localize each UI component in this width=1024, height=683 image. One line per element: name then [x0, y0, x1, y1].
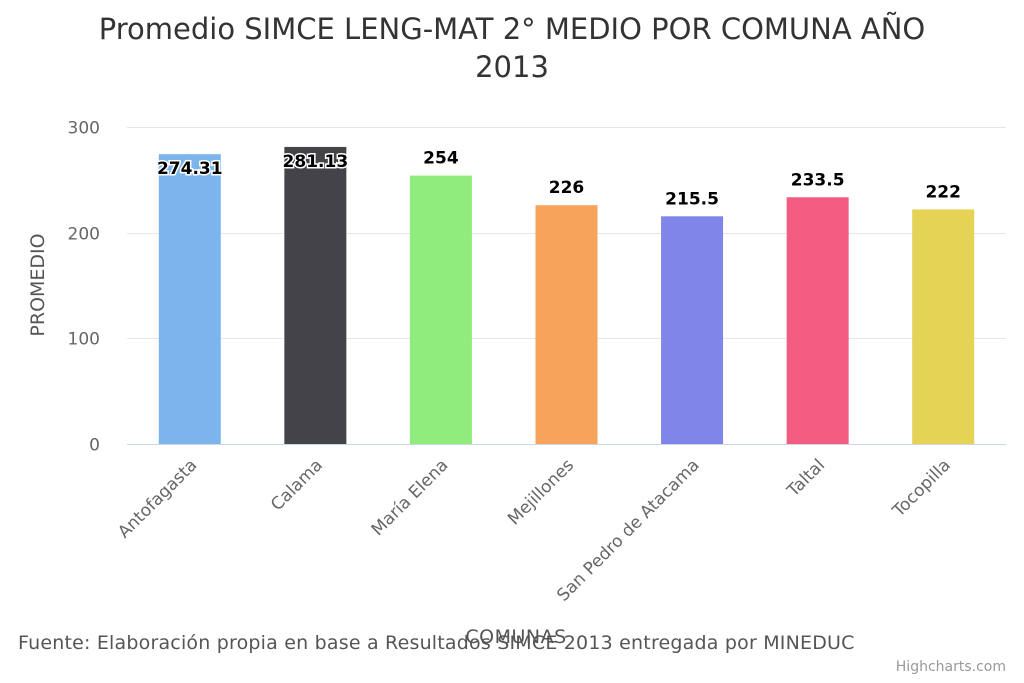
- x-tick-label: Calama: [267, 455, 327, 515]
- x-axis-title: COMUNAS: [465, 626, 567, 648]
- bar[interactable]: [284, 146, 347, 444]
- data-label: 215.5: [665, 189, 719, 209]
- bar[interactable]: [661, 216, 724, 444]
- x-tick-label: Antofagasta: [114, 455, 201, 542]
- data-label: 226: [549, 178, 585, 198]
- bars: [158, 146, 975, 445]
- source-note: Fuente: Elaboración propia en base a Res…: [18, 632, 855, 654]
- data-label: 274.31: [157, 159, 223, 179]
- y-tick-label: 200: [68, 225, 100, 245]
- bar[interactable]: [786, 197, 849, 444]
- y-tick-label: 100: [68, 330, 100, 350]
- data-labels: 274.31 281.13 254 226 215.5 233.5 222: [155, 147, 962, 211]
- data-label: 233.5: [791, 170, 845, 190]
- bar[interactable]: [912, 209, 975, 444]
- x-axis-ticks: Antofagasta Calama María Elena MejillonesSa…: [114, 455, 954, 605]
- data-label: 281.13: [283, 152, 349, 172]
- data-label: 254: [423, 149, 459, 169]
- y-tick-label: 0: [89, 436, 100, 456]
- y-axis-title: PROMEDIO: [27, 233, 49, 336]
- x-tick-label: San Pedro de Atacama: [553, 455, 703, 605]
- credits-link[interactable]: Highcharts.com: [895, 659, 1006, 675]
- y-tick-label: 300: [68, 119, 100, 139]
- bar[interactable]: [535, 205, 598, 444]
- bar[interactable]: [409, 175, 472, 444]
- x-tick-label: María Elena: [368, 455, 453, 540]
- data-label: 222: [925, 182, 961, 202]
- bar[interactable]: [158, 154, 221, 445]
- x-tick-label: Taltal: [783, 455, 829, 501]
- y-axis-ticks: 0 100 200 300: [68, 119, 100, 456]
- x-tick-label: Mejillones: [504, 455, 578, 529]
- chart-title: Promedio SIMCE LENG-MAT 2° MEDIO POR COM…: [98, 12, 926, 84]
- x-tick-label: Tocopilla: [888, 455, 954, 521]
